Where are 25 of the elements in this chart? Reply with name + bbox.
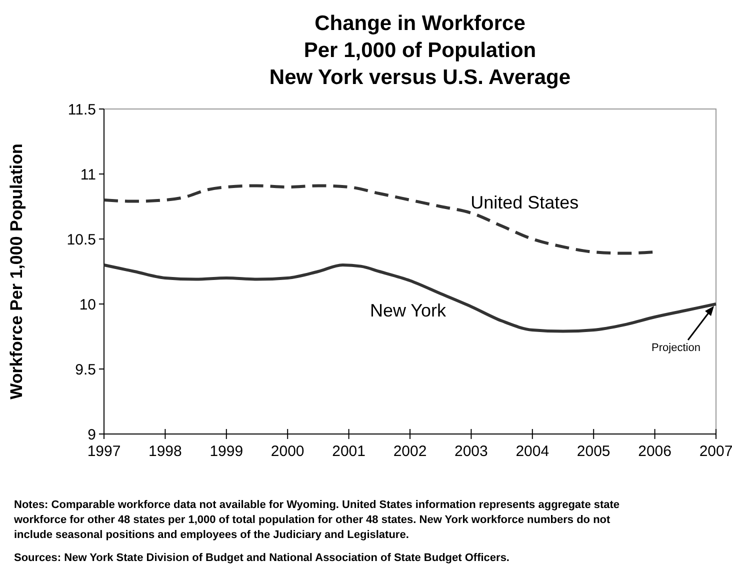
text: Notes: Comparable workforce data not available for Wyoming. United States information represents aggregate state workforce for other 48 states per 1,000 of total population for other 48 states. New York workforce numbers do not include seasonal positions and employees of the Judiciary and Legislature. — [13, 499, 620, 541]
y-tick-label: 11.5 — [68, 101, 96, 118]
annotation: Projection — [652, 342, 700, 354]
x-tick-label: 2000 — [270, 443, 304, 460]
y-axis-title: Workforce Per 1,000 Population — [7, 144, 26, 400]
y-tick-label: 10 — [79, 296, 96, 314]
x-tick-label: 2001 — [332, 443, 366, 460]
y-tick-label: 9 — [88, 426, 96, 444]
x-tick-label: 2006 — [638, 443, 672, 460]
x-tick-label: 1998 — [148, 443, 182, 460]
x-tick-label: 1997 — [87, 443, 121, 460]
x-tick-label: 1999 — [210, 443, 244, 460]
line-series — [102, 264, 718, 333]
y-tick-label: 11 — [80, 166, 96, 184]
y-tick-label: 10.5 — [66, 231, 96, 248]
series-label: United States — [470, 192, 579, 212]
x-tick-label: 2004 — [516, 443, 550, 460]
x-tick-label: 2002 — [393, 443, 427, 460]
chart-title: Change in Workforce Per 1,000 of Population New York versus U.S. Average — [269, 12, 571, 89]
series-label: New York — [370, 300, 448, 321]
source-note: Sources: New York State Division of Budget and National Association of State Budget Officers. — [14, 552, 510, 564]
x-tick-label: 2005 — [576, 443, 610, 460]
x-tick-label: 2007 — [699, 443, 732, 460]
y-tick-label: 9.5 — [75, 361, 96, 378]
x-tick-label: 2003 — [454, 443, 488, 460]
